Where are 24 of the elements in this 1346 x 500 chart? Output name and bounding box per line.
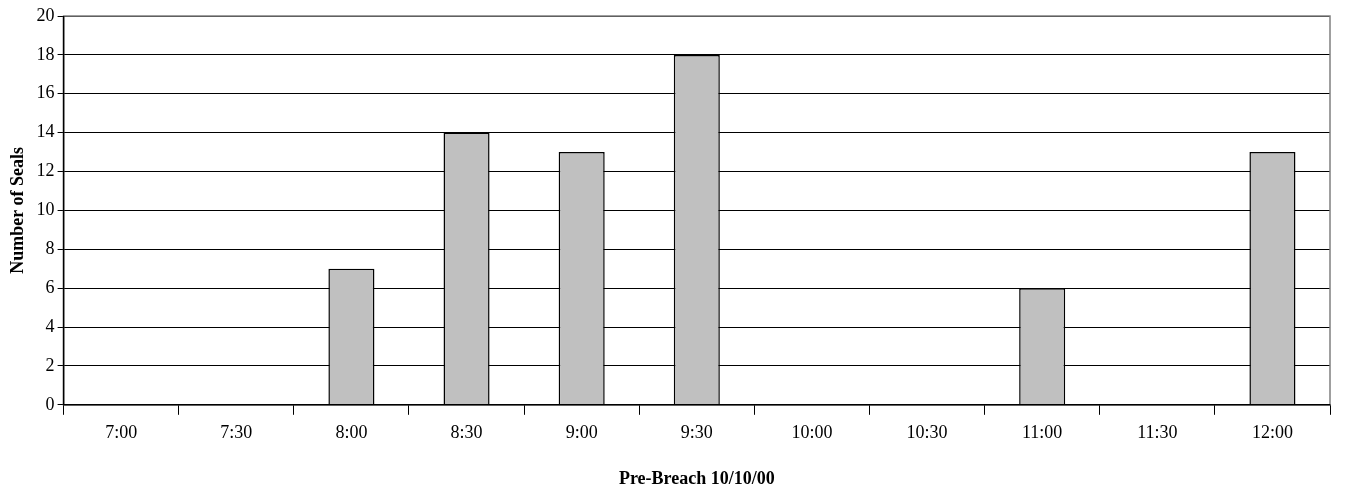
x-axis-title: Pre-Breach 10/10/00 — [618, 467, 775, 488]
x-tick-label: 8:00 — [335, 422, 368, 443]
y-axis-title: Number of Seals — [7, 147, 28, 274]
x-tick-label: 12:00 — [1251, 422, 1293, 443]
y-tick-label: 12 — [36, 160, 55, 181]
y-tick-label: 10 — [36, 199, 55, 220]
x-tick-label: 9:30 — [680, 422, 713, 443]
x-tick-label: 10:30 — [906, 422, 948, 443]
x-tick-label: 9:00 — [565, 422, 598, 443]
x-tick-label: 10:00 — [791, 422, 833, 443]
y-tick-label: 20 — [36, 4, 55, 25]
y-tick-label: 18 — [36, 43, 55, 64]
y-tick-label: 2 — [45, 354, 55, 375]
y-tick-label: 6 — [45, 276, 55, 297]
x-tick-label: 11:00 — [1022, 422, 1063, 443]
y-tick-label: 16 — [36, 82, 55, 103]
y-tick-label: 4 — [45, 315, 55, 336]
y-tick-label: 0 — [45, 393, 55, 414]
y-tick-label: 14 — [36, 121, 55, 142]
x-tick-label: 7:30 — [220, 422, 253, 443]
x-tick-label: 7:00 — [105, 422, 138, 443]
y-tick-label: 8 — [45, 238, 55, 259]
x-tick-label: 8:30 — [450, 422, 483, 443]
x-tick-label: 11:30 — [1137, 422, 1178, 443]
